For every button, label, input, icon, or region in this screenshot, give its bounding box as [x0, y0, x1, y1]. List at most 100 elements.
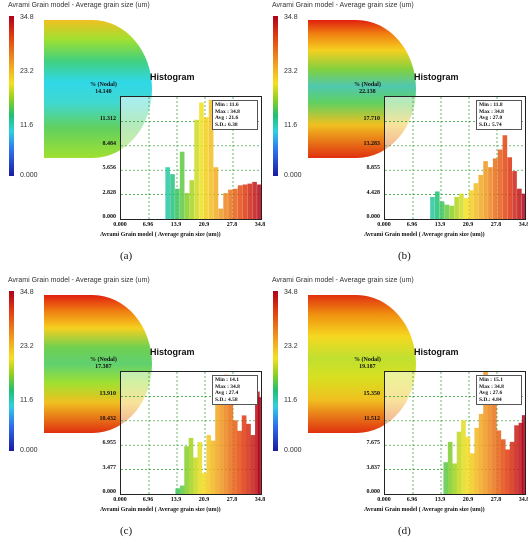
histogram-bar: [459, 193, 464, 219]
colorbar-label: 0.000: [284, 447, 302, 454]
histogram-bar: [512, 171, 517, 219]
x-tick-label: 6.96: [142, 497, 154, 503]
y-axis-label: % (Nodal) 14.140: [90, 82, 117, 96]
y-axis-label: % (Nodal) 22.138: [354, 82, 381, 96]
colorbar-label: 23.2: [20, 343, 34, 350]
x-tick-label: 27.8: [490, 222, 502, 228]
histogram-bar: [434, 191, 440, 219]
histogram-bar: [478, 413, 484, 494]
histogram-bar: [237, 185, 243, 219]
histogram-bar: [228, 386, 234, 494]
histogram-bar: [483, 161, 488, 219]
histogram-bar: [257, 184, 261, 219]
y-tick-label: 17.710: [363, 116, 381, 123]
x-tick-label: 6.96: [142, 222, 154, 228]
statistics-line: Min : 11.8: [479, 102, 503, 108]
histogram-svg: [385, 372, 525, 494]
histogram-bar: [224, 374, 229, 494]
histogram-bar: [188, 437, 194, 494]
histogram-bar: [492, 158, 498, 219]
histogram-bar: [478, 174, 484, 219]
y-tick-label: 4.428: [366, 189, 381, 196]
histogram-bar: [189, 180, 195, 219]
y-axis-label: % (Nodal) 19.187: [354, 357, 381, 371]
histogram-bar: [449, 205, 455, 219]
x-tick-label: 13.9: [434, 222, 446, 228]
y-tick-label: 0.000: [102, 214, 117, 220]
statistics-box: Min : 14.1 Max : 34.8 Avg : 27.4 S.D.: 4.58: [212, 375, 258, 405]
histogram-bar: [165, 167, 170, 219]
x-tick-label: 20.9: [462, 497, 474, 503]
x-tick-label: 13.9: [434, 497, 446, 503]
histogram-bar: [487, 385, 493, 494]
x-tick-label: 0.000: [377, 497, 391, 503]
chart-panel-c: Avrami Grain model - Average grain size …: [0, 275, 265, 550]
histogram-bar: [514, 425, 519, 494]
colorbar-label: 34.8: [284, 14, 298, 21]
colorbar-label: 0.000: [20, 447, 38, 454]
histogram-bar: [521, 193, 525, 219]
y-tick-label: 11.512: [363, 415, 380, 422]
histogram-bar: [430, 196, 435, 219]
histogram-plot: [384, 371, 526, 495]
y-tick-label: 0.000: [366, 214, 381, 220]
y-axis-name: % (Nodal): [90, 357, 117, 363]
colorbar-label: 11.6: [284, 122, 298, 129]
histogram-title: Histogram: [150, 72, 195, 82]
histogram-bar: [439, 201, 445, 219]
histogram-bar: [452, 463, 457, 494]
x-tick-label: 0.000: [113, 222, 127, 228]
histogram-bar: [500, 439, 506, 494]
histogram-bar: [255, 391, 260, 494]
y-axis-max: 19.187: [359, 364, 376, 370]
histogram-bar: [184, 193, 190, 219]
colorbar: [273, 16, 278, 176]
histogram-bar: [232, 188, 238, 219]
histogram-bar: [456, 431, 462, 494]
histogram-bar: [184, 446, 189, 494]
statistics-box: Min : 11.6 Max : 34.8 Avg : 21.6 S.D.: 6.38: [212, 100, 258, 130]
panel-label: (c): [120, 525, 133, 537]
colorbar-label: 0.000: [284, 172, 302, 179]
x-tick-label: 6.96: [406, 497, 418, 503]
statistics-line: Max : 34.8: [215, 383, 240, 390]
histogram-bar: [206, 435, 212, 494]
statistics-line: S.D.: 4.58: [215, 396, 238, 403]
histogram-bar: [175, 488, 181, 494]
statistics-line: Max : 34.8: [215, 108, 240, 115]
histogram-bar: [242, 184, 248, 219]
histogram-bar: [201, 472, 207, 494]
y-tick-label: 8.484: [102, 140, 117, 147]
histogram-bar: [246, 423, 251, 494]
statistics-box: Min : 15.1 Max : 34.8 Avg : 27.6 S.D.: 4.84: [476, 375, 522, 405]
statistics-line: S.D.: 6.38: [215, 121, 238, 128]
x-tick-label: 0.000: [113, 497, 127, 503]
histogram-svg: [121, 97, 261, 219]
y-axis-max: 22.138: [359, 89, 376, 95]
statistics-line: S.D.: 4.84: [479, 396, 502, 403]
chart-panel-a: Avrami Grain model - Average grain size …: [0, 0, 265, 275]
histogram-bar: [444, 204, 450, 219]
x-tick-label: 34.8: [518, 222, 528, 228]
x-tick-label: 34.8: [518, 497, 528, 503]
histogram-svg: [121, 372, 261, 494]
histogram-bar: [509, 441, 515, 494]
panel-title: Avrami Grain model - Average grain size …: [8, 2, 150, 9]
x-tick-label: 27.8: [490, 497, 502, 503]
y-tick-label: 13.283: [363, 140, 381, 147]
histogram-bar: [443, 462, 449, 494]
colorbar-label: 23.2: [284, 343, 298, 350]
histogram-bar: [199, 102, 204, 219]
x-tick-label: 0.000: [377, 222, 391, 228]
histogram-bar: [507, 157, 513, 219]
histogram-bar: [505, 449, 511, 494]
histogram-title: Histogram: [414, 347, 459, 357]
colorbar-label: 11.6: [284, 397, 298, 404]
histogram-bar: [232, 420, 238, 494]
x-axis-label: Avrami Grain model ( Average grain size …: [364, 507, 485, 513]
histogram-bar: [488, 167, 493, 219]
histogram-plot: [120, 96, 262, 220]
statistics-line: Min : 14.1: [215, 377, 239, 383]
y-tick-label: 2.828: [102, 189, 117, 196]
histogram-title: Histogram: [414, 72, 459, 82]
